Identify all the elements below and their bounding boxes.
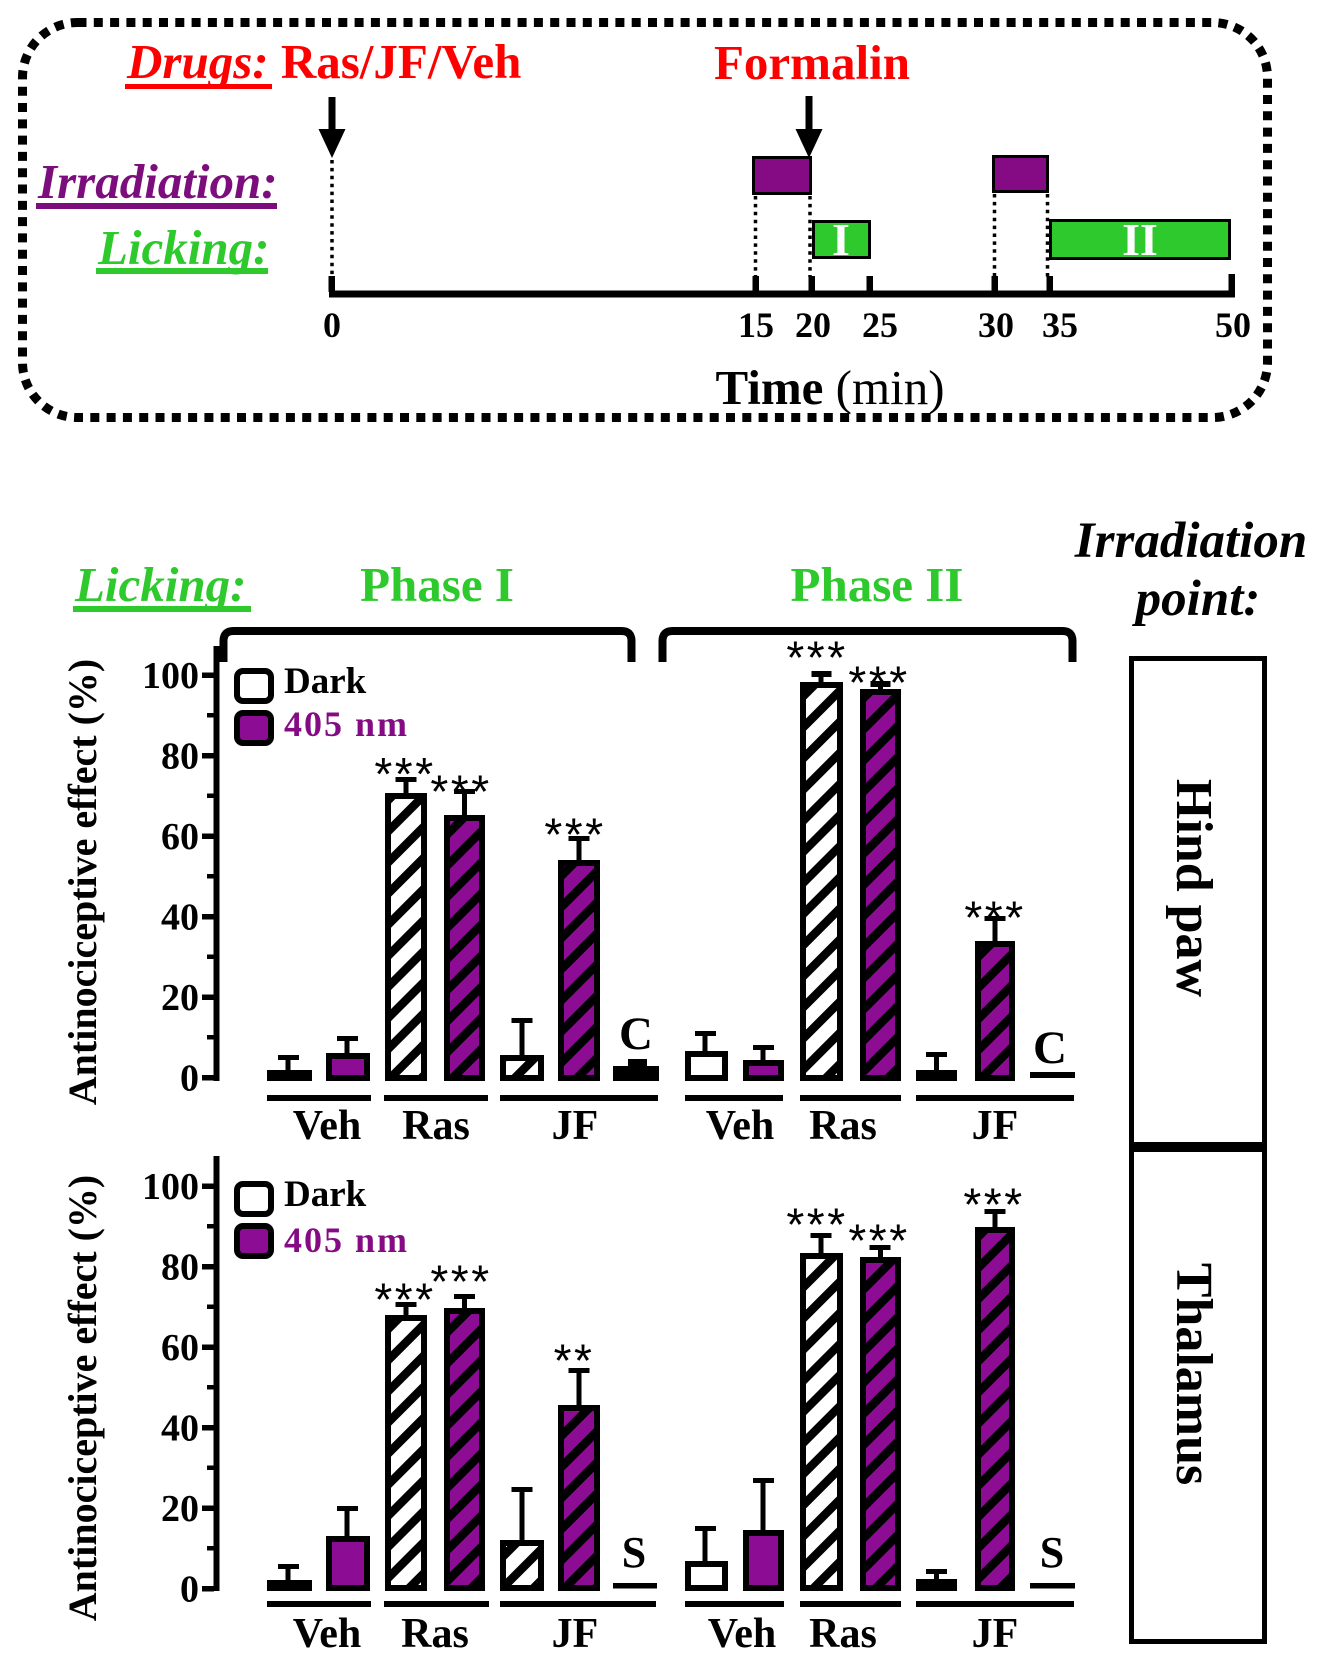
svg-text:Veh: Veh [708, 1611, 776, 1657]
svg-text:Veh: Veh [706, 1103, 774, 1149]
svg-text:Formalin: Formalin [714, 35, 910, 90]
svg-text:35: 35 [1042, 305, 1078, 345]
svg-text:80: 80 [161, 736, 199, 778]
svg-text:40: 40 [161, 897, 199, 939]
svg-text:II: II [1122, 214, 1158, 265]
svg-text:405 nm: 405 nm [284, 704, 409, 744]
svg-text:JF: JF [972, 1103, 1019, 1149]
svg-text:Ras: Ras [402, 1103, 470, 1149]
svg-text:0: 0 [180, 1569, 199, 1611]
svg-text:Antinociceptive effect (%): Antinociceptive effect (%) [60, 1175, 105, 1621]
svg-text:Drugs: Ras/JF/Veh: Drugs: Ras/JF/Veh [126, 34, 521, 89]
svg-text:60: 60 [161, 1327, 199, 1369]
svg-text:40: 40 [161, 1408, 199, 1450]
svg-text:***: *** [848, 1215, 909, 1267]
svg-text:***: *** [964, 892, 1025, 944]
svg-text:Dark: Dark [284, 1174, 367, 1215]
svg-text:***: *** [430, 1256, 491, 1308]
svg-text:15: 15 [738, 305, 774, 345]
svg-text:***: *** [848, 657, 909, 709]
svg-text:Phase II: Phase II [791, 557, 964, 612]
svg-text:***: *** [963, 1179, 1024, 1231]
svg-text:100: 100 [142, 1166, 199, 1208]
svg-text:***: *** [786, 1199, 847, 1251]
svg-text:Thalamus: Thalamus [1165, 1263, 1222, 1486]
svg-text:80: 80 [161, 1247, 199, 1289]
svg-text:Time (min): Time (min) [715, 360, 944, 415]
svg-text:Licking:: Licking: [97, 220, 269, 275]
svg-text:JF: JF [552, 1611, 599, 1657]
svg-text:S: S [622, 1528, 646, 1577]
svg-text:100: 100 [142, 655, 199, 697]
svg-text:Irradiation: Irradiation [1074, 513, 1307, 569]
svg-text:Antinociceptive effect (%): Antinociceptive effect (%) [60, 659, 105, 1105]
svg-text:I: I [832, 214, 850, 265]
svg-text:0: 0 [323, 305, 341, 345]
svg-text:point:: point: [1132, 571, 1261, 627]
svg-text:Veh: Veh [293, 1103, 361, 1149]
svg-text:C: C [1033, 1022, 1067, 1074]
svg-text:405 nm: 405 nm [284, 1220, 409, 1260]
svg-text:***: *** [430, 766, 491, 818]
svg-text:***: *** [786, 632, 847, 684]
svg-text:Veh: Veh [293, 1611, 361, 1657]
svg-text:Irradiation:: Irradiation: [37, 154, 278, 209]
svg-text:**: ** [554, 1335, 595, 1387]
svg-text:Dark: Dark [284, 661, 367, 702]
svg-text:30: 30 [978, 305, 1014, 345]
svg-text:Phase I: Phase I [360, 557, 514, 612]
svg-text:0: 0 [180, 1058, 199, 1100]
svg-text:***: *** [544, 809, 605, 861]
svg-text:20: 20 [161, 977, 199, 1019]
svg-text:Ras: Ras [809, 1611, 877, 1657]
svg-text:Ras: Ras [809, 1103, 877, 1149]
svg-text:Ras: Ras [401, 1611, 469, 1657]
svg-text:20: 20 [795, 305, 831, 345]
svg-text:25: 25 [862, 305, 898, 345]
svg-text:50: 50 [1215, 305, 1251, 345]
svg-text:JF: JF [552, 1103, 599, 1149]
svg-text:60: 60 [161, 816, 199, 858]
svg-text:***: *** [374, 1274, 435, 1326]
svg-text:C: C [619, 1008, 653, 1060]
svg-text:Hind paw: Hind paw [1165, 779, 1222, 998]
svg-text:JF: JF [972, 1611, 1019, 1657]
svg-text:S: S [1040, 1528, 1064, 1577]
svg-text:Licking:: Licking: [74, 557, 246, 612]
svg-text:***: *** [374, 748, 435, 800]
svg-text:20: 20 [161, 1488, 199, 1530]
